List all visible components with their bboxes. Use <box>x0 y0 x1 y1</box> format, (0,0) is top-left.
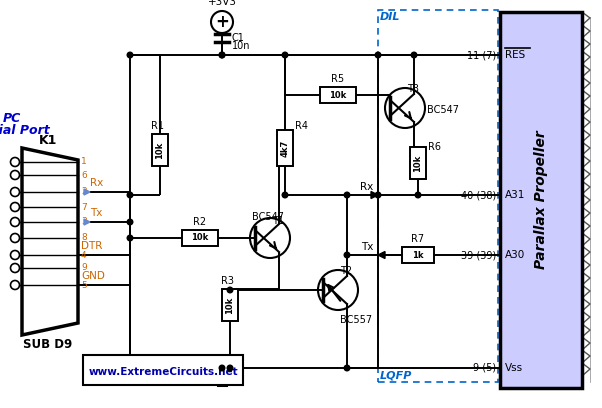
Bar <box>152 134 168 166</box>
Text: BC557: BC557 <box>340 315 372 325</box>
Text: 10k: 10k <box>226 296 235 314</box>
Text: Rx: Rx <box>360 182 373 192</box>
Text: 11 (7): 11 (7) <box>467 50 496 60</box>
Text: +3V3: +3V3 <box>208 0 237 7</box>
Text: 5: 5 <box>81 281 87 290</box>
Text: R7: R7 <box>411 234 424 244</box>
Text: R6: R6 <box>428 142 441 152</box>
Polygon shape <box>84 189 90 195</box>
Text: Tx: Tx <box>361 242 373 252</box>
Bar <box>410 147 426 179</box>
Text: T3: T3 <box>407 84 419 94</box>
Circle shape <box>282 192 288 198</box>
Text: BC547: BC547 <box>252 212 284 222</box>
Text: 9 (5): 9 (5) <box>473 363 496 373</box>
Text: T2: T2 <box>340 266 352 276</box>
Circle shape <box>415 192 421 198</box>
Text: 10k: 10k <box>191 233 209 242</box>
Text: +: + <box>215 13 229 31</box>
Bar <box>222 289 238 321</box>
Circle shape <box>282 52 288 58</box>
Text: Rx: Rx <box>90 178 104 188</box>
Text: Serial Port: Serial Port <box>0 124 49 137</box>
Text: R5: R5 <box>332 74 344 84</box>
Bar <box>83 355 243 385</box>
Text: 2: 2 <box>81 188 87 197</box>
Text: 10k: 10k <box>414 154 423 172</box>
Text: GND: GND <box>81 271 105 281</box>
Circle shape <box>127 192 133 198</box>
Text: 40 (38): 40 (38) <box>461 190 496 200</box>
Circle shape <box>219 52 225 58</box>
Text: RES: RES <box>505 50 526 60</box>
Text: 6: 6 <box>81 171 87 180</box>
Text: BC547: BC547 <box>427 105 459 115</box>
Circle shape <box>227 287 233 293</box>
Text: Parallax Propeller: Parallax Propeller <box>534 131 548 269</box>
Bar <box>277 130 293 166</box>
Text: R1: R1 <box>152 121 164 131</box>
Text: A30: A30 <box>505 250 526 260</box>
Text: Vss: Vss <box>505 363 523 373</box>
Circle shape <box>344 252 350 258</box>
Text: SUB D9: SUB D9 <box>23 339 73 352</box>
Text: T1: T1 <box>272 216 284 226</box>
Circle shape <box>344 365 350 371</box>
Text: 10k: 10k <box>329 91 347 100</box>
Text: R3: R3 <box>222 276 235 286</box>
Bar <box>402 247 434 263</box>
Text: DIL: DIL <box>380 12 400 22</box>
Circle shape <box>127 235 133 241</box>
Text: PC: PC <box>3 111 21 124</box>
Text: 1k: 1k <box>412 251 424 259</box>
Text: C1: C1 <box>232 33 245 43</box>
Text: 4k7: 4k7 <box>281 140 290 157</box>
Text: R4: R4 <box>295 121 308 131</box>
Polygon shape <box>84 219 90 225</box>
Bar <box>320 87 356 103</box>
Text: 10k: 10k <box>155 142 164 159</box>
Circle shape <box>411 52 417 58</box>
Circle shape <box>127 52 133 58</box>
Text: 10n: 10n <box>232 41 250 51</box>
Text: LQFP: LQFP <box>380 370 412 380</box>
Circle shape <box>344 192 350 198</box>
Bar <box>182 230 218 246</box>
Text: www.ExtremeCircuits.net: www.ExtremeCircuits.net <box>88 367 238 377</box>
Polygon shape <box>371 191 378 199</box>
Text: 1: 1 <box>81 157 87 166</box>
Circle shape <box>219 52 225 58</box>
Text: A31: A31 <box>505 190 526 200</box>
Text: 39 (39): 39 (39) <box>461 250 496 260</box>
Text: R2: R2 <box>193 217 206 227</box>
Circle shape <box>127 219 133 225</box>
Circle shape <box>375 52 381 58</box>
Text: 4: 4 <box>81 251 87 259</box>
Circle shape <box>375 192 381 198</box>
Circle shape <box>227 365 233 371</box>
Bar <box>500 12 582 388</box>
Circle shape <box>219 365 225 371</box>
Bar <box>378 10 498 382</box>
Polygon shape <box>378 251 385 259</box>
Text: 9: 9 <box>81 264 87 273</box>
Text: 7: 7 <box>81 202 87 211</box>
Text: 8: 8 <box>81 233 87 242</box>
Text: K1: K1 <box>39 133 57 146</box>
Text: DTR: DTR <box>81 241 102 251</box>
Text: 3: 3 <box>81 217 87 226</box>
Text: Tx: Tx <box>90 208 102 218</box>
